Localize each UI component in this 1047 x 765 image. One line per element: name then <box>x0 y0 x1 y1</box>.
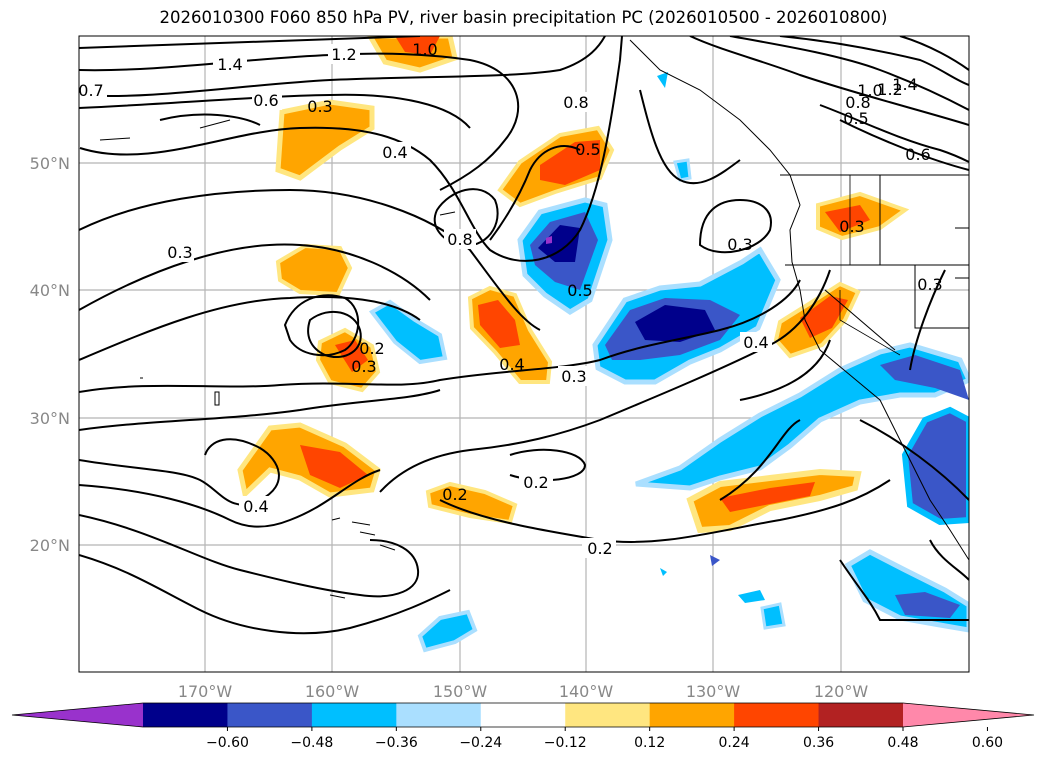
colorbar-swatch <box>396 703 482 727</box>
coastlines <box>99 39 969 599</box>
colorbar-tick-label: −0.12 <box>544 735 587 751</box>
contour-label: 0.4 <box>743 333 768 352</box>
colorbar-tick-label: 0.12 <box>634 735 665 751</box>
contour-label: 0.6 <box>905 145 930 164</box>
colorbar-tick-label: −0.36 <box>375 735 418 751</box>
contour-label: 0.3 <box>727 235 752 254</box>
lon-label: 140°W <box>559 682 614 701</box>
colorbar-swatch <box>818 703 904 727</box>
lon-label: 130°W <box>686 682 741 701</box>
colorbar-swatch <box>480 703 566 727</box>
colorbar-tick-label: 0.24 <box>719 735 750 751</box>
contour-label: 0.3 <box>839 217 864 236</box>
colorbar-swatch <box>227 703 313 727</box>
contour-label: 0.5 <box>567 281 592 300</box>
contour-label: 0.4 <box>499 355 524 374</box>
colorbar-extend-high <box>903 703 1034 727</box>
contour-label: 0.6 <box>253 91 278 110</box>
lon-label: 150°W <box>433 682 488 701</box>
contour-label: 1.0 <box>857 81 882 100</box>
contour-label: 0.3 <box>561 367 586 386</box>
contour-label: 0.5 <box>575 140 600 159</box>
map-frame <box>78 35 970 673</box>
contour-label: 1.2 <box>331 45 356 64</box>
precip-negative-fills <box>369 72 969 653</box>
lon-label: 170°W <box>178 682 233 701</box>
contour-label: 0.3 <box>307 97 332 116</box>
lat-label: 20°N <box>30 536 70 555</box>
contour-label: 0.2 <box>587 539 612 558</box>
contour-label: 1.2 <box>877 80 902 99</box>
contour-labels: 1.4 1.2 1.0 0.7 0.6 0.3 0.4 0.3 0.8 0.5 … <box>78 40 943 558</box>
contour-label: 0.4 <box>243 497 268 516</box>
precip-positive-fills <box>237 36 910 534</box>
colorbar-tick-label: 0.60 <box>972 735 1003 751</box>
contour-label: 1.4 <box>217 55 242 74</box>
colorbar-swatch <box>649 703 735 727</box>
colorbar-outline <box>11 702 1035 728</box>
lat-label: 30°N <box>30 409 70 428</box>
contour-label: 0.8 <box>447 230 472 249</box>
colorbar-tick-label: 0.36 <box>803 735 834 751</box>
contour-label: 0.3 <box>351 357 376 376</box>
contour-label: 0.2 <box>442 485 467 504</box>
pv-contours <box>79 36 969 635</box>
colorbar-swatch <box>143 703 228 727</box>
contour-label: 1.0 <box>412 40 437 59</box>
colorbar-tick-label: −0.24 <box>459 735 502 751</box>
contour-label: 0.7 <box>78 81 103 100</box>
longitude-labels: 170°W 160°W 150°W 140°W 130°W 120°W <box>178 682 869 701</box>
contour-label: 0.4 <box>382 143 407 162</box>
colorbar-swatch <box>565 703 651 727</box>
contour-label: 0.8 <box>563 93 588 112</box>
state-borders <box>839 175 901 356</box>
contour-label: 0.8 <box>845 93 870 112</box>
lon-label: 160°W <box>305 682 360 701</box>
lat-label: 50°N <box>30 154 70 173</box>
colorbar-tick-label: −0.60 <box>206 735 249 751</box>
colorbar-swatch <box>311 703 397 727</box>
contour-label: 0.3 <box>917 275 942 294</box>
contour-label: 0.5 <box>843 109 868 128</box>
colorbar: −0.60 −0.48 −0.36 −0.24 −0.12 0.12 0.24 0.36 0.4… <box>11 702 1035 751</box>
contour-label: 0.2 <box>359 339 384 358</box>
lat-label: 40°N <box>30 281 70 300</box>
colorbar-tick-label: −0.48 <box>290 735 333 751</box>
contour-label: 0.2 <box>523 473 548 492</box>
latitude-labels: 50°N 40°N 30°N 20°N <box>30 154 70 555</box>
colorbar-swatch <box>734 703 820 727</box>
contour-label: 1.4 <box>892 75 917 94</box>
colorbar-extend-low <box>12 703 143 727</box>
contour-label: 0.3 <box>167 243 192 262</box>
map-title: 2026010300 F060 850 hPa PV, river basin … <box>159 8 888 27</box>
lon-label: 120°W <box>814 682 869 701</box>
colorbar-tick-label: 0.48 <box>887 735 918 751</box>
